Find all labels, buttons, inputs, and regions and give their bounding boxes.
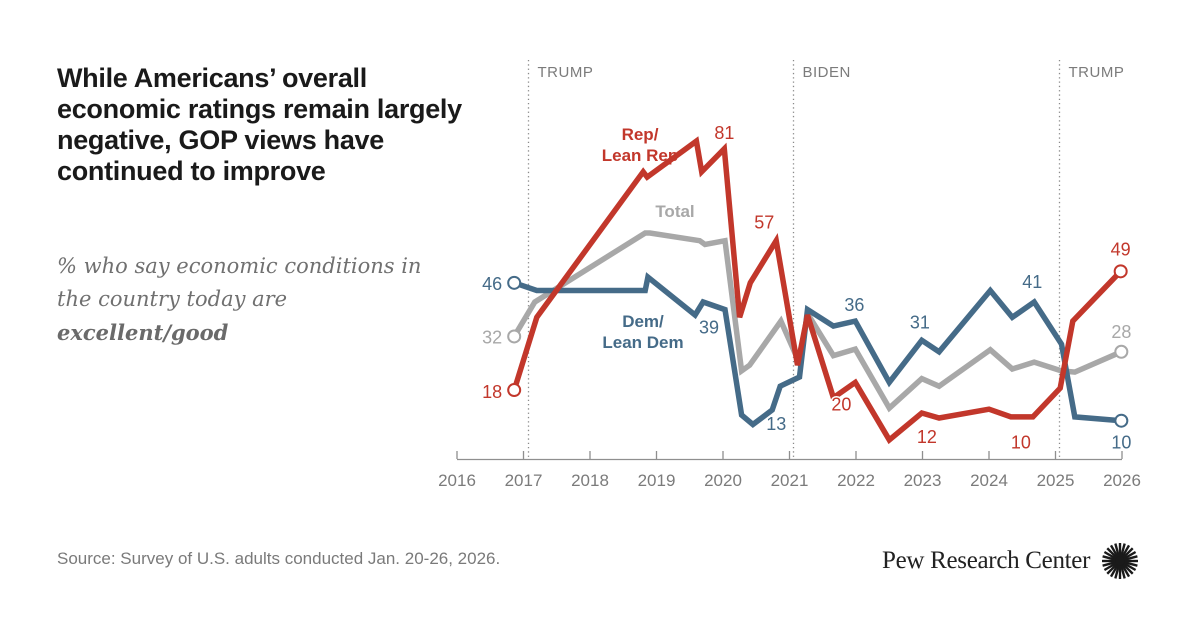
- x-tick-label: 2020: [704, 471, 742, 490]
- x-axis: 2016 2017 2018 2019 2020 2021 2022 2023 2024 2025…: [438, 451, 1141, 490]
- data-label: 20: [831, 394, 851, 414]
- series-name-line: Rep/: [622, 125, 659, 144]
- series-name-line: Lean Rep: [602, 146, 679, 165]
- pew-sunburst-icon: [1102, 543, 1139, 579]
- sunburst-ray: [1123, 555, 1138, 562]
- data-label: 49: [1111, 239, 1131, 259]
- sunburst-ray: [1119, 564, 1126, 579]
- x-tick-label: 2026: [1103, 471, 1141, 490]
- sunburst-ray: [1121, 563, 1131, 578]
- x-tick-label: 2025: [1037, 471, 1075, 490]
- series-name-label: Total: [655, 202, 694, 221]
- data-label: 10: [1011, 433, 1031, 453]
- data-label: 46: [482, 274, 502, 294]
- x-tick-label: 2022: [837, 471, 875, 490]
- data-label: 31: [910, 312, 930, 332]
- logo-text: Pew Research Center: [882, 547, 1091, 574]
- series-name-line: Total: [655, 202, 694, 221]
- sunburst-ray: [1106, 562, 1119, 575]
- endpoint-marker: [1114, 344, 1129, 359]
- sunburst-ray: [1114, 564, 1121, 579]
- series-name-line: Lean Dem: [602, 333, 683, 352]
- data-label: 41: [1022, 272, 1042, 292]
- period-dividers: TRUMP BIDEN TRUMP: [527, 60, 1125, 459]
- series-lines: [507, 136, 1129, 445]
- x-tick-label: 2023: [904, 471, 942, 490]
- data-label: 10: [1111, 433, 1131, 453]
- data-label: 28: [1111, 322, 1131, 342]
- sunburst-ray: [1122, 562, 1134, 575]
- sunburst-ray: [1103, 550, 1118, 561]
- sunburst-ray: [1122, 561, 1137, 572]
- sunburst-center: [1115, 556, 1125, 566]
- sunburst-ray: [1119, 543, 1126, 558]
- sunburst-ray: [1122, 547, 1134, 560]
- endpoint-marker: [1114, 413, 1129, 428]
- subtitle-emphasis: excellent/good: [57, 320, 229, 345]
- sunburst-ray: [1110, 563, 1120, 578]
- data-label: 81: [714, 123, 734, 143]
- sunburst-ray: [1110, 544, 1120, 559]
- data-label: 13: [766, 414, 786, 434]
- sunburst-ray: [1106, 547, 1119, 560]
- data-label: 57: [754, 213, 774, 233]
- series-line-rep-lean-rep: [511, 136, 1123, 445]
- x-tick-label: 2019: [638, 471, 676, 490]
- data-label: 32: [482, 327, 502, 347]
- x-tick-label: 2024: [970, 471, 1008, 490]
- series-name-line: Dem/: [622, 312, 664, 331]
- pew-logo: Pew Research Center: [882, 541, 1140, 581]
- sunburst-ray: [1121, 544, 1131, 559]
- x-tick-label: 2018: [571, 471, 609, 490]
- endpoint-marker: [507, 329, 522, 344]
- data-label: 39: [699, 318, 719, 338]
- sunburst-ray: [1123, 560, 1138, 567]
- x-tick-label: 2017: [505, 471, 543, 490]
- source-note: Source: Survey of U.S. adults conducted …: [57, 549, 501, 568]
- period-label: TRUMP: [1069, 64, 1125, 81]
- x-tick-label: 2016: [438, 471, 476, 490]
- sunburst-ray: [1102, 555, 1117, 562]
- data-label: 18: [482, 382, 502, 402]
- chart-subtitle: % who say economic conditions in the cou…: [57, 250, 457, 350]
- sunburst-ray: [1114, 543, 1121, 558]
- data-labels: 18 81 57 20 12 10 49 32 28 46 39 13 36 31 41 10 Rep/Lean…: [481, 121, 1133, 454]
- endpoint-marker: [1113, 264, 1128, 279]
- sunburst-ray: [1102, 560, 1117, 567]
- series-name-label: Dem/Lean Dem: [602, 312, 683, 352]
- endpoint-marker: [507, 383, 522, 398]
- x-tick-label: 2021: [771, 471, 809, 490]
- sunburst-ray: [1122, 550, 1137, 561]
- period-label: TRUMP: [538, 64, 594, 81]
- data-label: 12: [917, 427, 937, 447]
- subtitle-text: % who say economic conditions in the cou…: [57, 254, 422, 311]
- endpoint-marker: [507, 275, 522, 290]
- period-label: BIDEN: [803, 64, 851, 81]
- chart-title: While Americans’ overall economic rating…: [57, 63, 462, 186]
- sunburst-ray: [1103, 561, 1118, 572]
- series-line-total: [511, 230, 1123, 413]
- data-label: 36: [844, 295, 864, 315]
- series-name-label: Rep/Lean Rep: [602, 125, 679, 165]
